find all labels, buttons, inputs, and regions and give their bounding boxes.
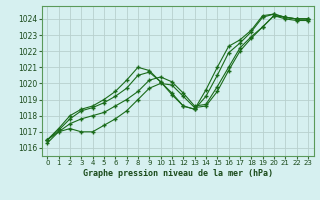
X-axis label: Graphe pression niveau de la mer (hPa): Graphe pression niveau de la mer (hPa) xyxy=(83,169,273,178)
